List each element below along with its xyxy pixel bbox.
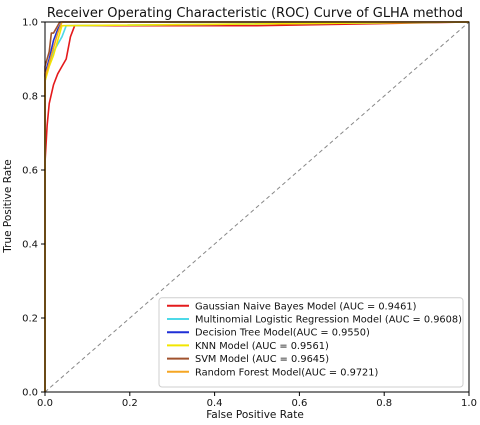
y-tick-label-0: 0.0 bbox=[22, 388, 38, 399]
legend-label-2: Decision Tree Model(AUC = 0.9550) bbox=[195, 328, 370, 339]
y-tick-label-5: 1.0 bbox=[22, 18, 38, 29]
y-axis-label: True Positive Rate bbox=[2, 159, 14, 254]
legend-label-5: Random Forest Model(AUC = 0.9721) bbox=[195, 367, 378, 378]
y-tick-label-4: 0.8 bbox=[22, 92, 38, 103]
plot-area: 0.0 0.2 0.4 0.6 0.8 1.0 0.0 0.2 0.4 0.6 0.8 1.0 Gaus… bbox=[22, 18, 477, 410]
legend-label-0: Gaussian Naive Bayes Model (AUC = 0.9461… bbox=[195, 301, 416, 312]
x-tick-label-5: 1.0 bbox=[461, 398, 477, 409]
y-tick-label-2: 0.4 bbox=[22, 240, 38, 251]
legend: Gaussian Naive Bayes Model (AUC = 0.9461… bbox=[158, 297, 464, 388]
series-line-4 bbox=[44, 21, 469, 392]
x-tick-label-2: 0.4 bbox=[207, 398, 223, 409]
x-tick-label-1: 0.2 bbox=[122, 398, 138, 409]
legend-label-1: Multinomial Logistic Regression Model (A… bbox=[195, 315, 462, 326]
x-tick-label-0: 0.0 bbox=[37, 398, 53, 409]
plot-frame bbox=[44, 21, 470, 393]
legend-label-4: SVM Model (AUC = 0.9645) bbox=[195, 354, 329, 365]
x-tick-label-4: 0.8 bbox=[376, 398, 392, 409]
chart-title: Receiver Operating Characteristic (ROC) … bbox=[47, 6, 463, 21]
legend-box bbox=[158, 297, 464, 388]
y-tick-label-3: 0.6 bbox=[22, 166, 38, 177]
x-tick-label-3: 0.6 bbox=[291, 398, 307, 409]
diagonal-reference-line bbox=[44, 21, 470, 393]
x-axis-label: False Positive Rate bbox=[206, 409, 304, 421]
y-tick-label-1: 0.2 bbox=[22, 314, 38, 325]
legend-label-3: KNN Model (AUC = 0.9561) bbox=[195, 341, 329, 352]
